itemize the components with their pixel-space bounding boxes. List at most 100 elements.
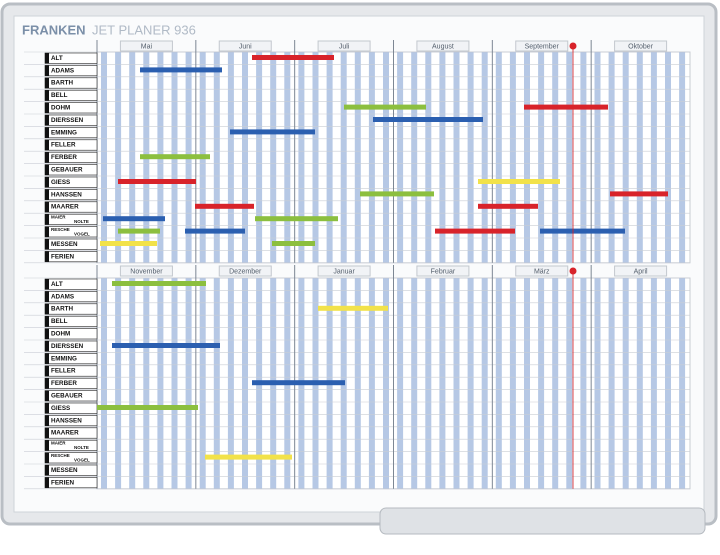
- name-card-edge: [45, 239, 49, 250]
- weekend-stripe: [650, 278, 657, 489]
- name-label: MESSEN: [51, 467, 78, 474]
- weekend-stripe: [665, 278, 671, 489]
- name-label: GEBAUER: [51, 392, 83, 399]
- weekend-stripe: [101, 278, 107, 489]
- name-card-edge: [45, 77, 49, 89]
- weekend-stripe: [242, 278, 248, 489]
- weekend-stripe: [439, 52, 446, 263]
- planner-strip: [478, 203, 538, 209]
- planner-strip: [318, 305, 388, 311]
- planner-strip: [103, 216, 165, 222]
- name-card-edge: [45, 415, 49, 426]
- planner-strip: [373, 117, 483, 122]
- weekend-stripe: [524, 52, 530, 263]
- name-label: BELL: [51, 318, 68, 325]
- planner-strip: [112, 281, 206, 286]
- weekend-stripe: [453, 278, 460, 489]
- name-label: MESSEN: [51, 241, 78, 248]
- weekend-stripe: [566, 278, 573, 489]
- month-label: September: [525, 43, 560, 50]
- month-tab: [416, 265, 470, 277]
- weekend-stripe: [509, 52, 516, 263]
- name-card-edge: [45, 251, 49, 262]
- name-card-edge: [45, 279, 49, 290]
- planner-strip: [118, 228, 160, 234]
- name-label: BELL: [51, 92, 68, 99]
- planner-strip: [540, 228, 625, 234]
- weekend-stripe: [284, 52, 291, 263]
- month-tab: [515, 265, 569, 277]
- name-label: DOHM: [51, 104, 70, 111]
- name-card-edge: [45, 341, 49, 352]
- marker-tray: [379, 507, 706, 535]
- planner-strip: [435, 228, 515, 234]
- name-label: ADAMS: [51, 67, 74, 74]
- name-label: HANSSEN: [51, 417, 82, 424]
- weekend-stripe: [509, 278, 516, 489]
- planner-strip: [140, 67, 222, 73]
- weekend-stripe: [185, 278, 192, 489]
- name-card-edge: [45, 53, 49, 64]
- name-card-edge: [45, 189, 49, 200]
- planner-strip: [252, 55, 334, 60]
- name-label: NOLTE: [74, 445, 89, 450]
- weekend-stripe: [242, 52, 248, 263]
- month-tab: [119, 40, 173, 52]
- month-label: Oktober: [628, 43, 654, 50]
- name-card-edge: [45, 201, 49, 213]
- name-card-edge: [45, 291, 49, 302]
- weekend-stripe: [227, 52, 234, 263]
- weekend-stripe: [270, 52, 277, 263]
- name-label: RESCHE: [51, 453, 70, 458]
- name-card-edge: [45, 390, 49, 401]
- weekend-stripe: [411, 52, 418, 263]
- weekend-stripe: [129, 278, 136, 489]
- month-tab: [119, 265, 173, 277]
- weekend-stripe: [481, 278, 488, 489]
- weekend-stripe: [354, 278, 361, 489]
- month-label: April: [634, 268, 648, 275]
- name-card-edge: [45, 353, 49, 364]
- weekend-stripe: [213, 278, 220, 489]
- name-label: MAARER: [51, 204, 79, 211]
- weekend-stripe: [636, 278, 643, 489]
- name-card-edge: [45, 452, 49, 463]
- month-label: März: [534, 268, 550, 275]
- weekend-stripe: [665, 52, 671, 263]
- name-card-edge: [45, 303, 49, 315]
- board-title: JET PLANER 936: [92, 22, 196, 37]
- weekend-stripe: [650, 52, 657, 263]
- name-label: ALT: [51, 55, 63, 62]
- weekend-stripe: [171, 278, 178, 489]
- weekend-stripe: [453, 52, 460, 263]
- weekend-stripe: [580, 52, 587, 263]
- name-label: DOHM: [51, 330, 70, 337]
- weekend-stripe: [227, 278, 234, 489]
- name-label: FERIEN: [51, 253, 75, 260]
- weekend-stripe: [594, 52, 601, 263]
- name-card-edge: [45, 65, 49, 76]
- planner-strip: [610, 191, 668, 197]
- name-label: DIERSSEN: [51, 117, 84, 124]
- planner-strip: [252, 380, 345, 386]
- weekend-stripe: [538, 52, 545, 263]
- name-label: FELLER: [51, 368, 76, 375]
- weekend-stripe: [143, 278, 150, 489]
- weekend-stripe: [439, 278, 446, 489]
- weekend-stripe: [383, 278, 389, 489]
- planner-strip: [205, 454, 292, 460]
- name-label: MAIER: [51, 440, 66, 445]
- date-pin: [569, 267, 577, 275]
- name-label: EMMING: [51, 355, 77, 362]
- weekend-stripe: [397, 52, 404, 263]
- weekend-stripe: [608, 278, 615, 489]
- weekend-stripe: [157, 278, 164, 489]
- name-label: GIESS: [51, 405, 70, 412]
- month-label: Dezember: [229, 268, 262, 275]
- name-label: HANSSEN: [51, 191, 82, 198]
- weekend-stripe: [552, 278, 559, 489]
- planner-strip: [255, 216, 338, 222]
- weekend-stripe: [566, 52, 573, 263]
- weekend-stripe: [538, 278, 545, 489]
